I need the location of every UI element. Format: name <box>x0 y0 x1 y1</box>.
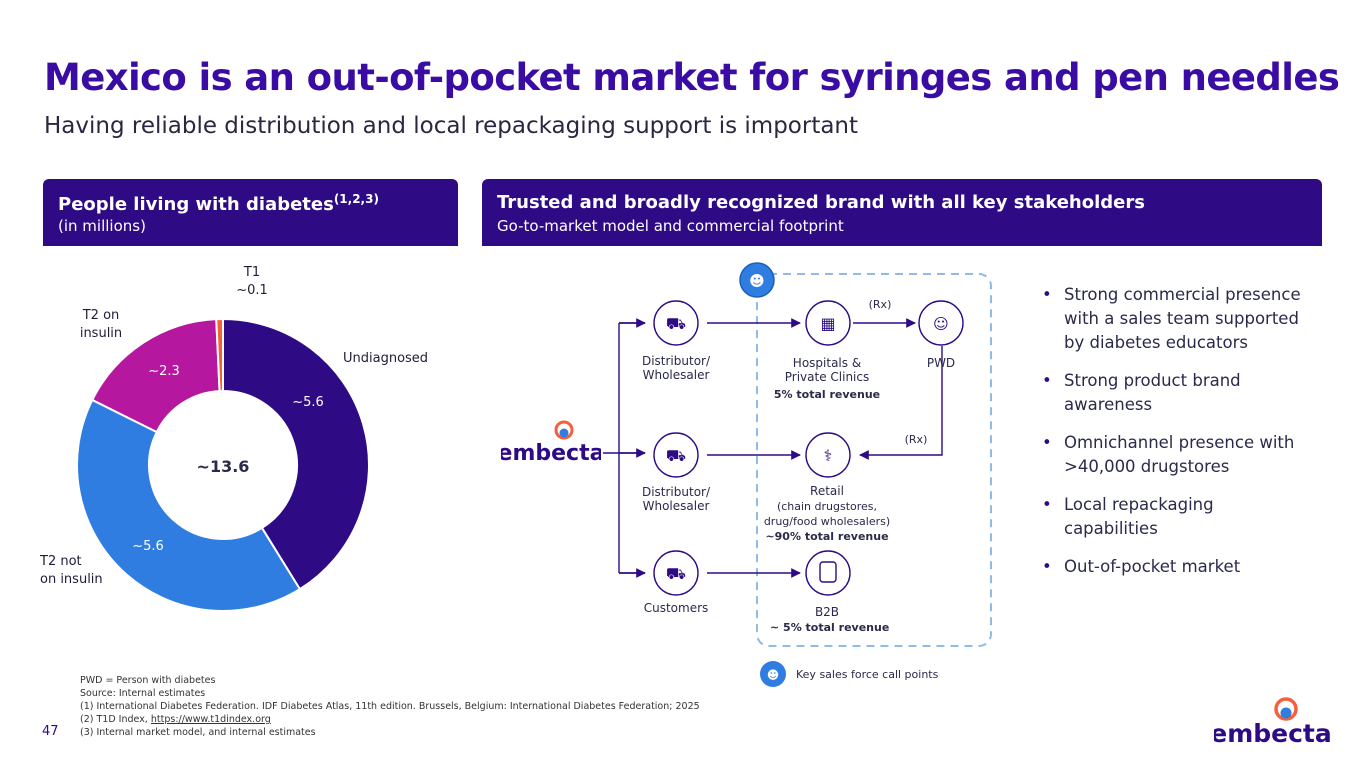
slice-label-undiagnosed: Undiagnosed <box>343 351 429 366</box>
key-point: Omnichannel presence with>40,000 drugsto… <box>1042 431 1342 479</box>
truck-icon: ⛟ <box>666 564 686 583</box>
embecta-logo: embecta <box>1210 695 1334 751</box>
footnotes: PWD = Person with diabetes Source: Inter… <box>80 675 700 738</box>
t1d-index-link[interactable]: https://www.t1dindex.org <box>150 714 271 725</box>
rx-label-retail: (Rx) <box>905 433 928 446</box>
donut-slice-t1 <box>215 317 224 393</box>
pharmacist-icon: ⚕ <box>824 446 833 465</box>
truck-icon: ⛟ <box>666 446 686 465</box>
pwd-node: ☺ <box>918 300 964 346</box>
svg-text:embecta: embecta <box>1214 719 1332 747</box>
brand-panel-subtitle: Go-to-market model and commercial footpr… <box>497 217 844 235</box>
people-icon: ☺ <box>933 315 949 333</box>
hospital-icon: ▦ <box>820 314 835 333</box>
page-title: Mexico is an out-of-pocket market for sy… <box>44 56 1340 99</box>
distributor-1-node: ⛟ <box>653 300 699 346</box>
customers-label: Customers <box>643 601 709 615</box>
rx-label-hospital: (Rx) <box>869 298 892 311</box>
customers-node: ⛟ <box>653 550 699 596</box>
embecta-brand-node: embecta <box>498 420 604 468</box>
donut-slice-undiagnosed <box>222 317 370 591</box>
retail-label: Retail (chain drugstores, drug/food whole… <box>763 484 891 543</box>
go-to-market-diagram: ⛟ ⛟ ⛟ ▦ ☺ ⚕ ☻ ☻ (Rx) (Rx) <box>603 262 992 687</box>
sales-call-badge-legend: ☻ <box>760 661 786 687</box>
b2b-node <box>805 550 851 596</box>
diabetes-donut-chart: ~13.6 ~5.6 ~5.6 ~2.3 <box>76 317 370 612</box>
slice-value-t2-on-insulin: ~2.3 <box>148 364 180 379</box>
hospitals-label: Hospitals & Private Clinics 5% total reve… <box>773 356 881 401</box>
donut-center-total: ~13.6 <box>197 457 250 476</box>
b2b-label: B2B ~ 5% total revenue <box>770 605 890 634</box>
distributor-2-node: ⛟ <box>653 432 699 478</box>
truck-icon: ⛟ <box>666 314 686 333</box>
diabetes-panel-title: People living with diabetes(1,2,3) <box>58 192 379 215</box>
sales-rep-icon: ☻ <box>749 272 765 290</box>
sales-call-legend: Key sales force call points <box>796 668 939 681</box>
hospitals-node: ▦ <box>805 300 851 346</box>
pwd-label: PWD <box>926 356 956 370</box>
brand-panel-title: Trusted and broadly recognized brand wit… <box>497 192 1145 213</box>
brand-panel-header: Trusted and broadly recognized brand wit… <box>482 179 1322 246</box>
distributor-1-label: Distributor/Wholesaler <box>641 354 711 382</box>
diabetes-panel-header: People living with diabetes(1,2,3) (in m… <box>43 179 458 246</box>
retail-node: ⚕ <box>805 432 851 478</box>
sales-call-badge-top: ☻ <box>739 262 775 298</box>
key-point: Out-of-pocket market <box>1042 555 1342 579</box>
donut-slice-t2-not-on-insulin <box>76 398 302 612</box>
slice-label-t2-on-insulin: T2 on insulin <box>79 308 123 341</box>
diabetes-panel-subtitle: (in millions) <box>58 217 146 235</box>
pill-bottle-icon <box>819 561 837 583</box>
sales-footprint-box <box>756 273 992 647</box>
slice-label-t2-not-on-insulin: T2 not on insulin <box>40 554 103 587</box>
page-subtitle: Having reliable distribution and local r… <box>44 113 859 139</box>
slice-value-undiagnosed: ~5.6 <box>292 395 324 410</box>
donut-slice-t2-on-insulin <box>90 318 221 434</box>
slice-label-t1: T1 ~0.1 <box>236 265 268 298</box>
page-number: 47 <box>42 724 59 739</box>
svg-text:embecta: embecta <box>501 441 601 464</box>
distributor-2-label: Distributor/Wholesaler <box>641 485 711 513</box>
sales-rep-icon: ☻ <box>767 668 780 682</box>
slice-value-t2-not-on-insulin: ~5.6 <box>132 539 164 554</box>
